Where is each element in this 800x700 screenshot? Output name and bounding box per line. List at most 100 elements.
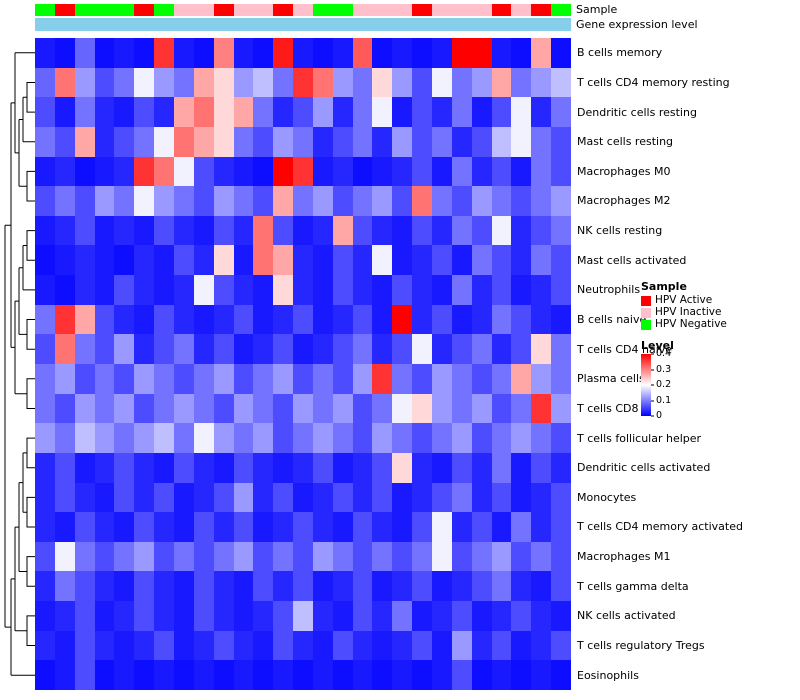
heatmap-cell xyxy=(114,245,135,276)
heatmap-cell xyxy=(412,304,433,335)
heatmap-cell xyxy=(154,334,174,364)
heatmap-cell xyxy=(412,423,433,453)
heatmap-cell xyxy=(471,126,492,157)
heatmap-cell xyxy=(352,186,373,216)
heatmap-cell xyxy=(134,660,155,690)
heatmap-cell xyxy=(94,452,115,483)
heatmap-cell xyxy=(511,393,532,424)
annotation-sample-cell xyxy=(233,4,254,16)
heatmap-cell xyxy=(372,571,393,602)
heatmap-cell xyxy=(412,452,433,483)
heatmap-cell xyxy=(471,452,492,483)
heatmap-cell xyxy=(213,630,234,661)
heatmap-cell xyxy=(35,660,55,690)
heatmap-cell xyxy=(173,571,194,602)
heatmap-cell xyxy=(293,512,313,542)
heatmap-cell xyxy=(392,601,413,631)
heatmap-cell xyxy=(531,67,552,98)
heatmap-cell xyxy=(332,601,353,631)
heatmap-cell xyxy=(412,245,433,276)
heatmap-cell xyxy=(293,97,313,127)
annotation-sample-cell xyxy=(213,4,234,16)
heatmap-cell xyxy=(312,186,333,216)
heatmap-cell xyxy=(134,97,155,127)
heatmap-cell xyxy=(233,38,254,68)
heatmap-cell xyxy=(432,275,452,305)
heatmap-cell xyxy=(154,423,174,453)
heatmap-cell xyxy=(511,630,532,661)
heatmap-cell xyxy=(134,364,155,394)
heatmap-cell xyxy=(94,334,115,364)
heatmap-cell xyxy=(114,126,135,157)
heatmap-cell xyxy=(213,393,234,424)
heatmap-cell xyxy=(412,512,433,542)
heatmap-cell xyxy=(372,601,393,631)
row-label: T cells CD8 xyxy=(577,401,639,415)
heatmap-cell xyxy=(253,364,274,394)
heatmap-cell xyxy=(134,571,155,602)
heatmap-cell xyxy=(491,482,512,513)
heatmap-cell xyxy=(412,364,433,394)
row-label: Dendritic cells resting xyxy=(577,105,697,119)
heatmap-cell xyxy=(213,571,234,602)
heatmap-cell xyxy=(193,541,214,572)
level-tick-label: 0.3 xyxy=(656,363,672,375)
heatmap-cell xyxy=(193,630,214,661)
heatmap-cell xyxy=(154,275,174,305)
heatmap-cell xyxy=(372,630,393,661)
heatmap-cell xyxy=(551,67,571,98)
heatmap-cell xyxy=(491,512,512,542)
level-tick-mark xyxy=(651,415,654,417)
annotation-sample-cell xyxy=(154,4,174,16)
heatmap-cell xyxy=(352,601,373,631)
row-label: T cells follicular helper xyxy=(577,431,702,445)
heatmap-cell xyxy=(531,186,552,216)
heatmap-cell xyxy=(273,275,294,305)
heatmap-cell xyxy=(412,275,433,305)
heatmap-cell xyxy=(471,541,492,572)
heatmap-cell xyxy=(312,67,333,98)
heatmap-cell xyxy=(511,541,532,572)
heatmap-cell xyxy=(312,97,333,127)
heatmap-cell xyxy=(432,38,452,68)
heatmap-cell xyxy=(293,275,313,305)
heatmap-cell xyxy=(432,512,452,542)
level-tick-mark xyxy=(651,369,654,370)
heatmap-cell xyxy=(134,512,155,542)
heatmap-cell xyxy=(233,571,254,602)
heatmap-cell xyxy=(471,215,492,246)
heatmap-cell xyxy=(531,482,552,513)
heatmap-cell xyxy=(94,38,115,68)
heatmap-cell xyxy=(213,186,234,216)
heatmap-cell xyxy=(293,571,313,602)
heatmap-cell xyxy=(392,245,413,276)
heatmap-cell xyxy=(114,38,135,68)
heatmap-cell xyxy=(392,38,413,68)
heatmap-cell xyxy=(332,334,353,364)
heatmap-cell xyxy=(511,660,532,690)
annotation-sample-cell xyxy=(432,4,452,16)
heatmap-cell xyxy=(94,186,115,216)
heatmap-cell xyxy=(273,245,294,276)
heatmap-cell xyxy=(352,97,373,127)
heatmap-cell xyxy=(392,423,413,453)
heatmap-cell xyxy=(511,38,532,68)
heatmap-cell xyxy=(74,571,95,602)
heatmap-cell xyxy=(491,38,512,68)
heatmap-cell xyxy=(173,67,194,98)
heatmap-cell xyxy=(74,393,95,424)
annotation-sample-cell xyxy=(94,4,115,16)
row-label: Dendritic cells activated xyxy=(577,461,711,475)
heatmap-cell xyxy=(94,541,115,572)
heatmap-cell xyxy=(134,245,155,276)
heatmap-cell xyxy=(173,334,194,364)
heatmap-cell xyxy=(451,601,472,631)
heatmap-cell xyxy=(154,541,174,572)
heatmap-cell xyxy=(54,571,75,602)
heatmap-cell xyxy=(491,393,512,424)
heatmap-cell xyxy=(412,67,433,98)
row-label: B cells memory xyxy=(577,46,663,60)
heatmap-cell xyxy=(54,304,75,335)
heatmap-cell xyxy=(511,364,532,394)
heatmap-cell xyxy=(35,67,55,98)
